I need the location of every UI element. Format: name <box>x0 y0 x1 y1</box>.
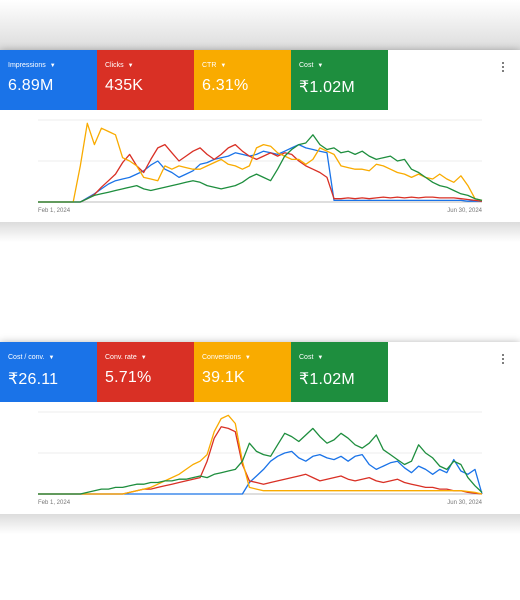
performance-card-2: Cost / conv. ▼ ₹26.11 Conv. rate ▼ 5.71% C… <box>0 342 520 514</box>
performance-chart-1: Feb 1, 2024 Jun 30, 2024 <box>38 119 483 214</box>
metric-tile-conv-rate[interactable]: Conv. rate ▼ 5.71% <box>97 342 194 402</box>
metric-label: Clicks <box>105 62 124 69</box>
metric-value: ₹26.11 <box>8 371 59 388</box>
performance-card-1: Impressions ▼ 6.89M Clicks ▼ 435K CTR ▼ 6.3… <box>0 50 520 222</box>
metric-label: CTR <box>202 62 217 69</box>
series-line-cost[interactable] <box>38 427 483 495</box>
metric-tile-clicks[interactable]: Clicks ▼ 435K <box>97 50 194 110</box>
caret-down-icon: ▼ <box>220 62 227 69</box>
metric-value: 6.89M <box>8 77 54 94</box>
metric-value: ₹1.02M <box>299 371 355 388</box>
metric-label: Cost / conv. <box>8 354 45 361</box>
series-line-ctr[interactable] <box>38 122 483 203</box>
metric-tile-conversions[interactable]: Conversions ▼ 39.1K <box>194 342 291 402</box>
metric-label: Cost <box>299 62 314 69</box>
x-axis-end-label: Jun 30, 2024 <box>447 500 482 506</box>
background-shade-bottom <box>0 514 520 534</box>
more-options-icon[interactable] <box>498 62 508 76</box>
metric-value: 6.31% <box>202 77 249 94</box>
series-line-cost-conv-[interactable] <box>38 450 483 495</box>
series-line-cost[interactable] <box>38 134 483 203</box>
more-options-icon[interactable] <box>498 354 508 368</box>
metric-tiles: Impressions ▼ 6.89M Clicks ▼ 435K CTR ▼ 6.3… <box>0 50 388 110</box>
metric-label: Conv. rate <box>105 354 137 361</box>
metric-tile-impressions[interactable]: Impressions ▼ 6.89M <box>0 50 97 110</box>
metric-value: ₹1.02M <box>299 79 355 96</box>
metric-tile-cost-per-conv[interactable]: Cost / conv. ▼ ₹26.11 <box>0 342 97 402</box>
metric-tile-cost[interactable]: Cost ▼ ₹1.02M <box>291 50 388 110</box>
series-line-conversions[interactable] <box>38 414 483 495</box>
series-line-impressions[interactable] <box>38 143 482 203</box>
metric-label: Cost <box>299 354 314 361</box>
caret-down-icon: ▼ <box>244 354 251 361</box>
caret-down-icon: ▼ <box>317 354 324 361</box>
metric-label: Impressions <box>8 62 46 69</box>
performance-chart-2: Feb 1, 2024 Jun 30, 2024 <box>38 411 483 506</box>
caret-down-icon: ▼ <box>49 62 56 69</box>
metric-value: 435K <box>105 77 144 94</box>
metric-value: 5.71% <box>105 369 152 386</box>
metric-label: Conversions <box>202 354 241 361</box>
caret-down-icon: ▼ <box>140 354 147 361</box>
metric-tile-ctr[interactable]: CTR ▼ 6.31% <box>194 50 291 110</box>
x-axis-start-label: Feb 1, 2024 <box>38 208 71 214</box>
x-axis-end-label: Jun 30, 2024 <box>447 208 482 214</box>
caret-down-icon: ▼ <box>317 62 324 69</box>
caret-down-icon: ▼ <box>48 354 55 361</box>
background-shade-top <box>0 0 520 50</box>
caret-down-icon: ▼ <box>127 62 134 69</box>
metric-tiles: Cost / conv. ▼ ₹26.11 Conv. rate ▼ 5.71% C… <box>0 342 388 402</box>
series-line-clicks[interactable] <box>38 143 483 203</box>
series-line-conv-rate[interactable] <box>38 426 483 495</box>
metric-value: 39.1K <box>202 369 245 386</box>
metric-tile-cost[interactable]: Cost ▼ ₹1.02M <box>291 342 388 402</box>
background-shade-gap <box>0 222 520 242</box>
x-axis-start-label: Feb 1, 2024 <box>38 500 71 506</box>
